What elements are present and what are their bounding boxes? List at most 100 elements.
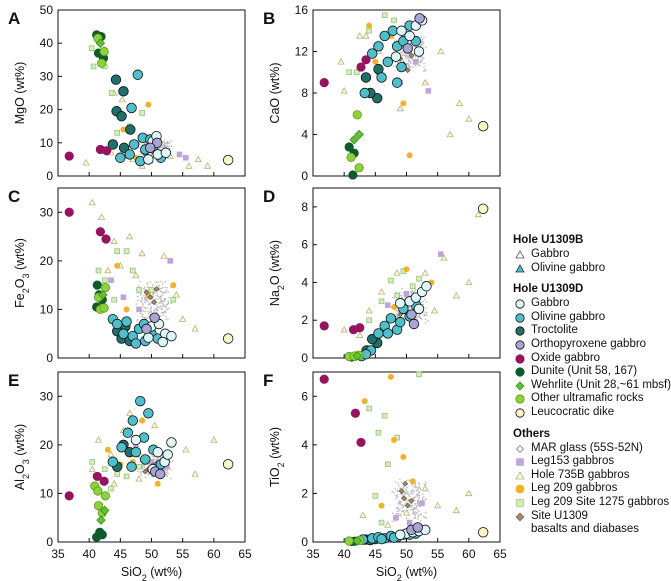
x-tick-label: 55 — [176, 547, 190, 561]
data-point-troc — [116, 111, 127, 122]
data-point-troc — [118, 86, 129, 97]
data-point-b735 — [377, 288, 386, 295]
mar-glass-point — [144, 476, 146, 479]
mar-glass-point — [425, 322, 427, 324]
data-point-s1275 — [114, 248, 121, 254]
legend-marker — [515, 313, 525, 323]
legend-label: Site U1309 basalts and diabases — [531, 510, 639, 537]
panel-a: 0 10 20 30 40 50 A MgO (wt%) — [8, 3, 246, 183]
data-point-olg — [127, 415, 139, 426]
mar-glass-point — [423, 62, 425, 65]
mar-glass-point — [399, 478, 401, 481]
mar-glass-point — [167, 291, 169, 293]
mar-glass-point — [414, 483, 417, 486]
mar-glass-point — [408, 494, 411, 496]
mar-glass-point — [138, 457, 141, 460]
mar-glass-point — [417, 56, 420, 58]
mar-glass-point — [427, 319, 429, 322]
y-tick-label: 4 — [301, 128, 308, 142]
mar-glass-point — [170, 477, 172, 480]
data-point-l209 — [366, 22, 373, 29]
data-point-b735 — [82, 158, 90, 166]
legend-marker-leu — [515, 408, 525, 418]
mar-glass-point — [152, 295, 155, 298]
mar-glass-point — [403, 509, 405, 512]
mar-glass-point — [170, 302, 173, 305]
legend-label: Gabbro — [531, 248, 570, 260]
data-point-olg — [130, 446, 142, 458]
data-point-b735 — [125, 232, 134, 240]
data-point-l153 — [136, 306, 142, 313]
data-point-ult — [100, 491, 110, 501]
mar-glass-point — [417, 502, 420, 505]
data-point-s1275 — [366, 27, 372, 34]
data-point-s1275 — [375, 429, 382, 436]
mar-glass-point — [149, 281, 152, 283]
mar-glass-point — [417, 518, 420, 520]
data-point-b735 — [110, 237, 118, 245]
mar-glass-point — [421, 40, 423, 42]
y-tick-label: 6 — [301, 238, 308, 252]
y-tick-label: 30 — [40, 389, 54, 403]
data-point-l209 — [403, 266, 410, 273]
legend-label: Dunite (Unit 58, 167) — [531, 365, 638, 378]
mar-glass-point — [413, 487, 416, 489]
legend-label: Hole 735B gabbros — [531, 468, 630, 481]
mar-glass-point — [153, 309, 155, 312]
legend-marker — [515, 394, 525, 404]
y-tick-label: 10 — [40, 486, 54, 500]
data-point-l209 — [123, 306, 130, 313]
mar-glass-point — [414, 484, 416, 487]
data-point-gab — [395, 298, 406, 309]
legend-label: Other ultramafic rocks — [531, 392, 644, 405]
mar-glass-point — [160, 287, 163, 290]
mar-glass-point — [392, 491, 395, 494]
legend-label-line-1: Site U1309 — [531, 509, 588, 522]
data-point-oxg — [64, 491, 74, 501]
mar-glass-point — [165, 474, 168, 476]
mar-glass-point — [146, 299, 148, 302]
data-point-s1275 — [114, 130, 121, 136]
mar-glass-point — [424, 68, 427, 71]
data-point-l209 — [372, 58, 379, 65]
y-tick-label: 20 — [40, 438, 54, 452]
data-point-s1275 — [89, 459, 96, 465]
mar-glass-point — [163, 304, 166, 307]
mar-glass-point — [160, 295, 162, 298]
mar-glass-point — [166, 143, 169, 145]
mar-glass-point — [164, 281, 167, 283]
mar-glass-point — [154, 291, 156, 294]
legend-marker-s1275 — [516, 499, 524, 507]
mar-glass-point — [396, 61, 399, 64]
y-tick-label: 40 — [40, 36, 54, 50]
data-point-l209 — [361, 398, 368, 405]
mar-glass-point — [165, 318, 167, 321]
data-point-b735 — [118, 95, 126, 103]
data-point-s1275 — [136, 463, 142, 470]
mar-glass-point — [167, 317, 169, 320]
data-point-b735 — [340, 325, 348, 333]
data-point-b735 — [362, 32, 370, 39]
mar-glass-point — [164, 143, 166, 145]
data-point-olg — [128, 139, 140, 150]
mar-glass-point — [157, 281, 160, 284]
data-point-olg — [126, 461, 137, 472]
mar-glass-point — [417, 482, 420, 485]
mar-glass-point — [417, 487, 420, 490]
data-point-bas — [142, 468, 149, 475]
data-point-dun — [97, 530, 107, 540]
data-point-l153 — [167, 258, 174, 264]
mar-glass-point — [162, 141, 165, 144]
data-point-dun — [92, 280, 102, 290]
mar-glass-point — [158, 289, 161, 291]
data-point-olg — [132, 69, 143, 80]
data-point-s1275 — [108, 90, 115, 96]
mar-glass-point — [405, 517, 408, 520]
mar-glass-point — [404, 493, 406, 496]
data-point-bas — [143, 289, 150, 296]
data-point-oxg — [319, 321, 329, 331]
data-point-ult — [93, 500, 104, 511]
data-point-oxg — [348, 325, 359, 335]
mar-glass-point — [147, 312, 150, 315]
x-tick-label: 45 — [114, 547, 128, 561]
